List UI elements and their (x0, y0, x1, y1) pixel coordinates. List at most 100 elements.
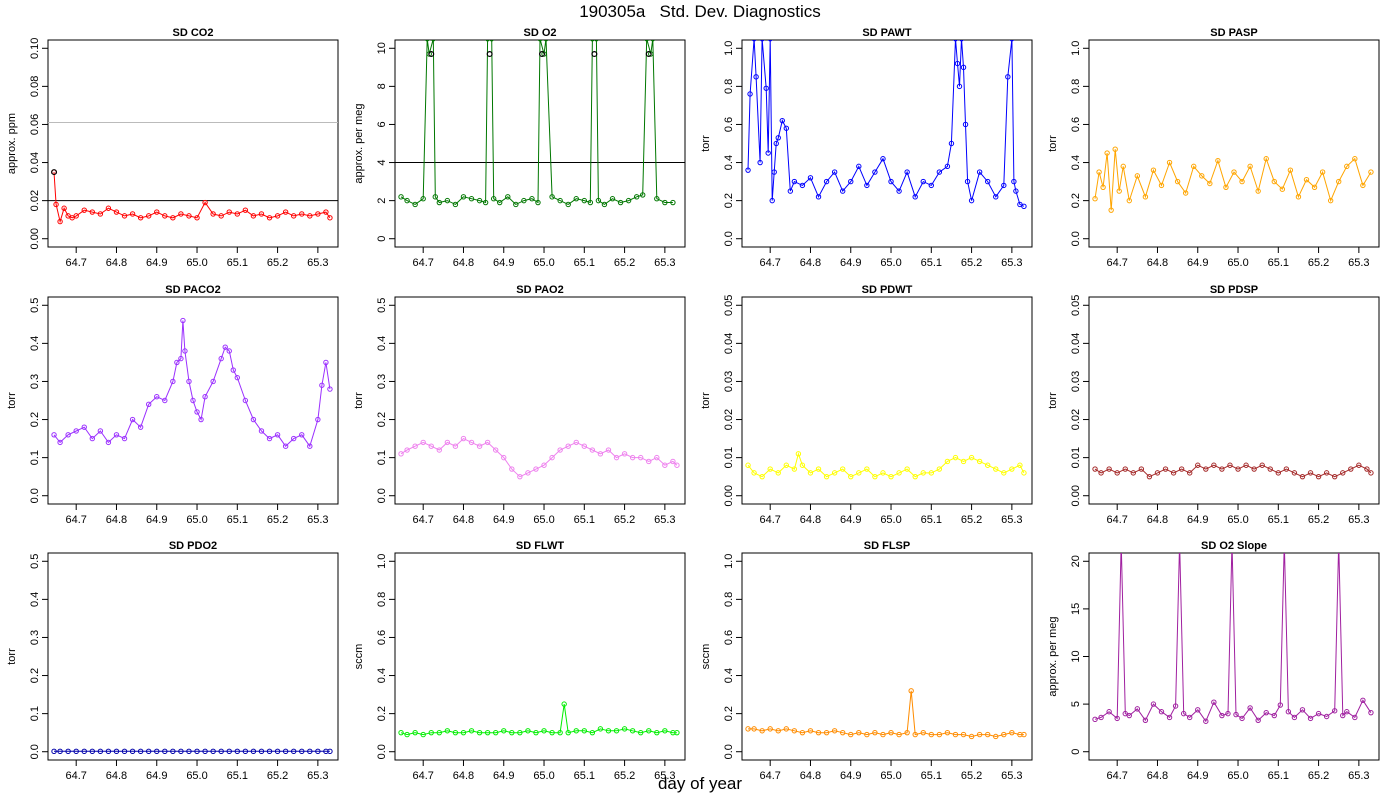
data-point (1279, 186, 1286, 192)
data-point (81, 748, 87, 755)
x-tick-label: 64.9 (840, 770, 861, 782)
y-tick-label: 0 (1070, 749, 1082, 755)
page-title: 190305a Std. Dev. Diagnostics (579, 2, 821, 21)
data-point (1282, 540, 1286, 544)
panel-sd-co2: SD CO2 approx. ppm 0.00 0.02 0.04 0.06 0.08 0.1… (6, 27, 339, 269)
data-point (186, 378, 192, 385)
panel-title: SD PACO2 (165, 284, 220, 296)
y-tick-label: 0.2 (376, 706, 388, 721)
data-point (605, 728, 612, 734)
data-point (230, 367, 236, 373)
data-point (1259, 462, 1265, 468)
data-point (769, 197, 775, 204)
data-point (823, 178, 830, 185)
data-point (543, 40, 549, 42)
data-point (1239, 715, 1245, 722)
x-tick-label: 64.8 (800, 514, 821, 526)
data-point (1126, 712, 1132, 719)
data-point (880, 156, 886, 162)
data-point (775, 728, 781, 734)
data-point (1271, 712, 1277, 719)
panel-title: SD PDWT (862, 284, 913, 296)
data-point (509, 729, 515, 736)
data-point (73, 213, 79, 219)
data-point (57, 218, 63, 225)
data-point (872, 473, 878, 480)
data-point (1195, 707, 1201, 713)
data-point (1195, 462, 1201, 468)
x-tick-label: 65.3 (1001, 770, 1022, 782)
x-tick-label: 64.7 (412, 770, 433, 782)
data-point (57, 439, 63, 446)
data-point (589, 447, 596, 453)
series-line (747, 452, 1025, 478)
data-point (1299, 473, 1306, 480)
data-point (65, 432, 71, 438)
x-tick-label: 65.2 (267, 770, 288, 782)
y-tick-label: 15 (1070, 603, 1082, 615)
data-point (959, 40, 964, 42)
data-point (1337, 540, 1341, 544)
data-point (476, 729, 483, 736)
data-point (307, 748, 313, 755)
data-point (420, 439, 426, 446)
y-tick-label: 0.3 (29, 374, 41, 389)
data-point (745, 726, 751, 732)
data-point (745, 167, 751, 173)
x-tick-label: 64.9 (1187, 770, 1208, 782)
data-point (1285, 709, 1292, 715)
y-tick-label: 0.8 (723, 592, 735, 607)
plot-frame (1088, 39, 1380, 248)
data-point (145, 748, 152, 755)
y-tick-label: 0.3 (376, 374, 388, 389)
data-point (1275, 470, 1282, 476)
x-tick-label: 65.2 (614, 257, 635, 269)
data-point (573, 196, 579, 202)
data-point (912, 473, 918, 480)
x-tick-label: 65.2 (961, 257, 982, 269)
data-point (807, 470, 814, 476)
data-point (1287, 167, 1294, 173)
data-point (250, 213, 257, 219)
data-point (984, 731, 991, 738)
series-area (395, 40, 685, 208)
data-point (948, 140, 955, 147)
y-tick-label: 0.2 (29, 412, 41, 427)
data-point (145, 401, 152, 408)
data-point (960, 64, 967, 71)
data-point (944, 163, 951, 170)
data-point (194, 748, 200, 755)
x-tick-label: 65.1 (574, 514, 595, 526)
y-tick-label: 0.8 (1070, 79, 1082, 94)
series-area (398, 701, 680, 738)
data-point (670, 199, 676, 206)
data-point (872, 169, 878, 175)
x-tick-label: 64.7 (759, 514, 780, 526)
data-point (1247, 163, 1253, 170)
data-point (1295, 194, 1302, 200)
data-point (482, 199, 489, 206)
data-point (489, 40, 495, 42)
panel-sd-pawt: SD PAWT torr 0.0 0.2 0.4 0.6 0.8 1.0 64.7 64.8 64.… (700, 27, 1033, 269)
data-point (89, 748, 96, 755)
data-point (65, 748, 71, 755)
data-point (113, 748, 120, 755)
data-point (315, 416, 321, 423)
x-tick-label: 65.3 (1348, 514, 1369, 526)
data-point (783, 726, 790, 732)
y-tick-label: 0.04 (29, 152, 41, 173)
x-tick-label: 64.8 (106, 770, 127, 782)
series-area (398, 435, 680, 480)
data-point (589, 40, 595, 42)
y-tick-label: 0.04 (1070, 333, 1082, 354)
data-point (1186, 714, 1193, 721)
data-point (105, 748, 112, 755)
data-point (597, 451, 604, 457)
data-point (751, 40, 757, 42)
data-point (1178, 466, 1185, 472)
panel-title: SD CO2 (173, 27, 214, 39)
data-point (81, 424, 87, 430)
data-point (617, 199, 624, 206)
y-tick-label: 0.0 (723, 744, 735, 759)
data-point (767, 726, 773, 732)
